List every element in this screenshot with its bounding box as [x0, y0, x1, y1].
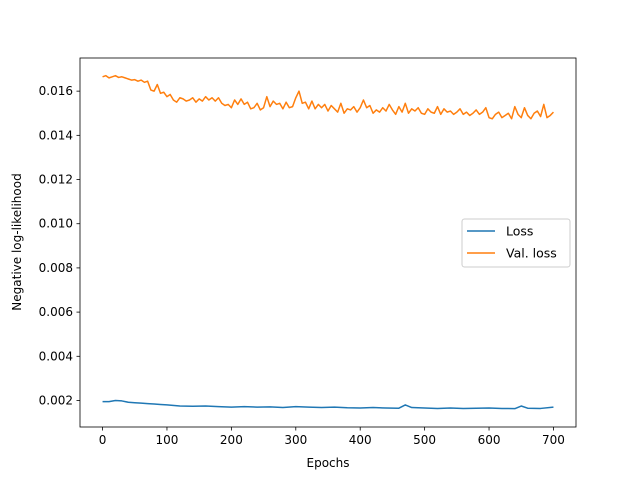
x-tick-label: 400	[349, 433, 372, 447]
legend-label-2: Val. loss	[506, 246, 557, 261]
y-tick-label: 0.014	[39, 128, 73, 142]
y-tick-label: 0.010	[39, 217, 73, 231]
x-tick-label: 0	[99, 433, 107, 447]
y-tick-label: 0.002	[39, 393, 73, 407]
x-axis: 0 100 200 300 400 500 600 700	[99, 427, 565, 447]
x-tick-label: 100	[156, 433, 179, 447]
legend-label-1: Loss	[506, 224, 533, 239]
series-layer	[102, 74, 554, 410]
x-tick-label: 600	[478, 433, 501, 447]
y-axis: 0.002 0.004 0.006 0.008 0.010 0.012 0.014 0.016	[39, 84, 80, 407]
series-line-2	[102, 74, 554, 120]
y-tick-label: 0.008	[39, 261, 73, 275]
plot-frame	[79, 57, 577, 428]
y-tick-label: 0.012	[39, 173, 73, 187]
y-tick-label: 0.004	[39, 349, 73, 363]
legend: Loss Val. loss	[461, 218, 571, 268]
x-tick-label: 700	[542, 433, 565, 447]
x-axis-label: Epochs	[307, 456, 350, 470]
x-tick-label: 300	[284, 433, 307, 447]
x-tick-label: 500	[413, 433, 436, 447]
x-tick-label: 200	[220, 433, 243, 447]
y-tick-label: 0.016	[39, 84, 73, 98]
y-tick-label: 0.006	[39, 305, 73, 319]
series-line-1	[102, 399, 554, 410]
y-axis-label: Negative log-likelihood	[10, 173, 24, 310]
